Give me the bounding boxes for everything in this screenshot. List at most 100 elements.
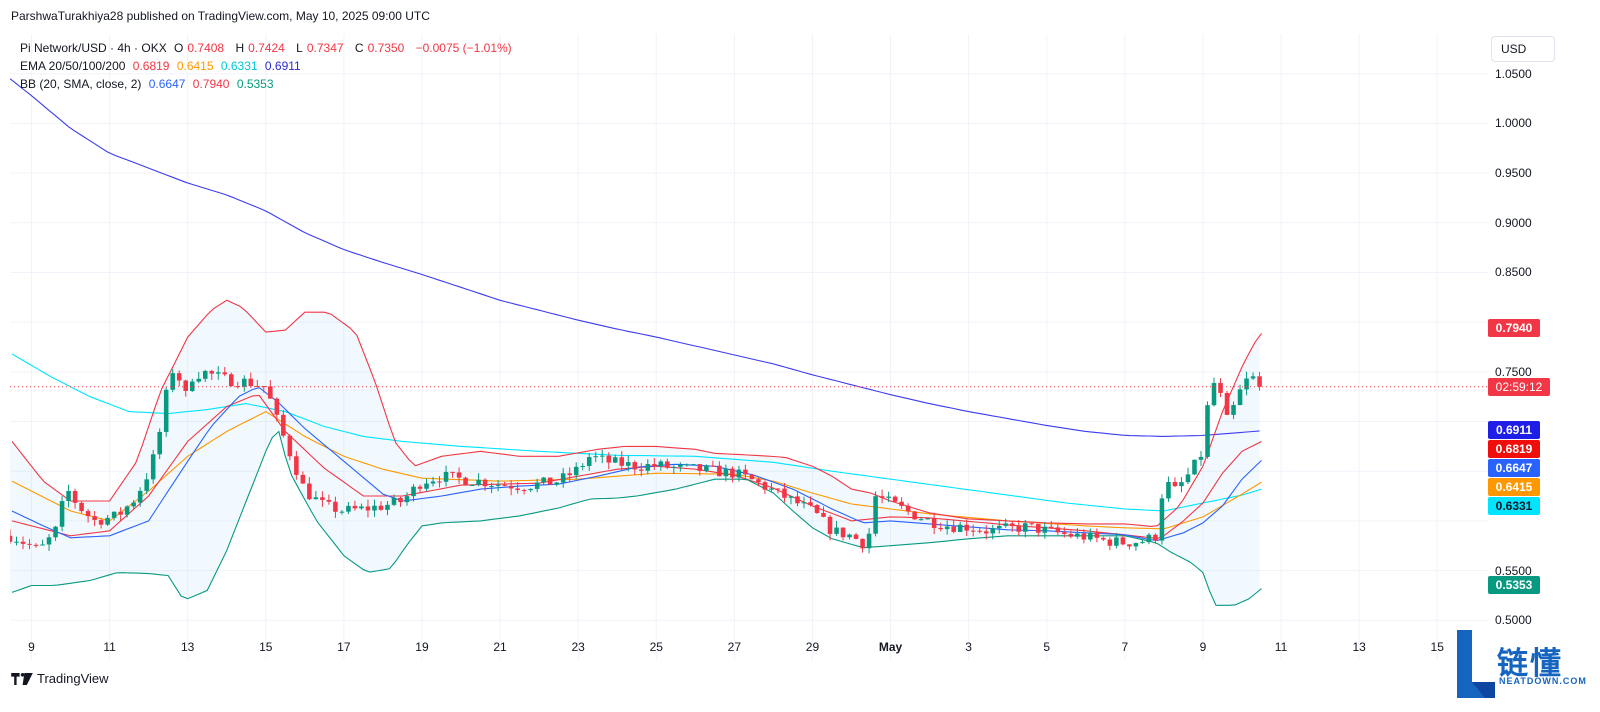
candle-body <box>808 502 813 506</box>
candle-body <box>678 464 683 467</box>
candle-body <box>606 455 612 463</box>
candle-body <box>469 484 475 486</box>
candle-body <box>541 477 546 483</box>
candle-body <box>372 505 377 511</box>
ema20-value: 0.6819 <box>132 59 170 73</box>
candle-body <box>1094 532 1100 538</box>
candle-body <box>743 469 748 475</box>
candle-body <box>430 481 436 484</box>
bb-upper-line <box>11 299 1262 527</box>
candle-body <box>710 465 716 467</box>
candle-body <box>79 502 84 512</box>
ema100-value: 0.6331 <box>220 59 258 73</box>
candle-body <box>1101 537 1106 540</box>
bb-fill-area <box>10 301 1260 606</box>
time-axis-tick: 15 <box>259 640 273 654</box>
candle-body <box>27 543 32 545</box>
candle-body <box>1159 498 1165 541</box>
candle-body <box>189 381 195 391</box>
ohlc-open: O 0.7408 <box>174 41 225 55</box>
symbol-legend[interactable]: Pi Network/USD · 4h · OKX O 0.7408 H 0.742… <box>20 41 516 55</box>
candle-body <box>1237 389 1243 406</box>
watermark-en: NEATDOWN.COM <box>1499 676 1587 686</box>
candle-body <box>46 537 52 545</box>
candle-body <box>170 373 175 390</box>
candle-body <box>1042 526 1048 533</box>
candle-body <box>905 505 911 512</box>
candle-body <box>268 386 273 399</box>
candle-body <box>795 496 800 504</box>
candle-body <box>437 481 442 483</box>
candle-body <box>248 378 254 387</box>
candle-body <box>105 517 110 525</box>
candle-body <box>40 544 45 546</box>
candle-body <box>704 465 709 471</box>
candle-body <box>534 482 540 489</box>
candle-body <box>333 501 338 512</box>
tradingview-footer[interactable]: TradingView <box>11 671 109 686</box>
candle-body <box>359 506 364 509</box>
price-chart-plot[interactable] <box>10 34 1488 660</box>
candle-body <box>261 386 267 388</box>
bb-upper-price-tag: 0.7940 <box>1488 319 1540 338</box>
candle-body <box>1088 532 1093 540</box>
candle-body <box>1127 544 1132 547</box>
candle-body <box>769 488 774 490</box>
candle-body <box>1153 534 1158 541</box>
candle-body <box>59 501 65 527</box>
time-axis-tick: 11 <box>1274 640 1288 654</box>
candle-body <box>1257 376 1262 387</box>
candle-body <box>612 457 618 463</box>
candle-body <box>313 497 319 500</box>
candle-body <box>580 466 585 468</box>
candle-body <box>242 378 247 387</box>
time-axis-tick: 9 <box>28 640 35 654</box>
ema-legend[interactable]: EMA 20/50/100/200 0.6819 0.6415 0.6331 0… <box>20 59 305 73</box>
candle-body <box>235 386 241 388</box>
bb-label: BB (20, SMA, close, 2) <box>20 77 142 91</box>
candle-body <box>1029 523 1035 525</box>
candle-body <box>521 490 527 492</box>
candle-body <box>326 499 332 502</box>
candle-body <box>131 502 136 507</box>
candle-body <box>202 370 208 379</box>
candle-body <box>756 479 761 483</box>
symbol-name: Pi Network/USD · 4h · OKX <box>20 41 167 55</box>
candle-body <box>996 525 1002 529</box>
candle-body <box>209 370 215 374</box>
candle-body <box>671 466 677 468</box>
price-axis-tick: 0.5000 <box>1495 613 1532 628</box>
ema100-line <box>11 353 1262 512</box>
candle-body <box>840 527 846 538</box>
candle-body <box>411 486 416 497</box>
candle-body <box>762 482 768 490</box>
ema50-price-tag: 0.6415 <box>1488 478 1540 497</box>
candle-body <box>255 386 260 388</box>
candle-body <box>1224 392 1230 415</box>
candle-body <box>632 462 638 470</box>
candle-body <box>821 512 826 517</box>
ema50-line <box>11 410 1262 530</box>
candle-body <box>222 372 228 375</box>
bollinger-band-fill <box>10 301 1260 606</box>
price-axis-tick: 0.9500 <box>1495 166 1532 181</box>
candle-body <box>1172 481 1178 487</box>
candle-body <box>931 518 937 528</box>
currency-button[interactable]: USD <box>1491 36 1555 62</box>
candle-body <box>111 511 117 518</box>
candle-body <box>1192 459 1197 475</box>
candle-body <box>983 531 989 534</box>
bb-legend[interactable]: BB (20, SMA, close, 2) 0.6647 0.7940 0.5… <box>20 77 278 91</box>
candle-body <box>964 524 969 531</box>
candle-body <box>118 511 123 515</box>
candle-body <box>938 527 943 530</box>
candle-body <box>163 389 169 432</box>
candle-body <box>1114 537 1119 546</box>
candle-body <box>554 482 559 485</box>
candle-body <box>183 380 188 391</box>
candle-body <box>294 456 299 475</box>
candle-body <box>788 496 794 498</box>
candle-body <box>625 462 631 466</box>
candle-body <box>228 374 234 387</box>
ohlc-low: L 0.7347 <box>296 41 344 55</box>
